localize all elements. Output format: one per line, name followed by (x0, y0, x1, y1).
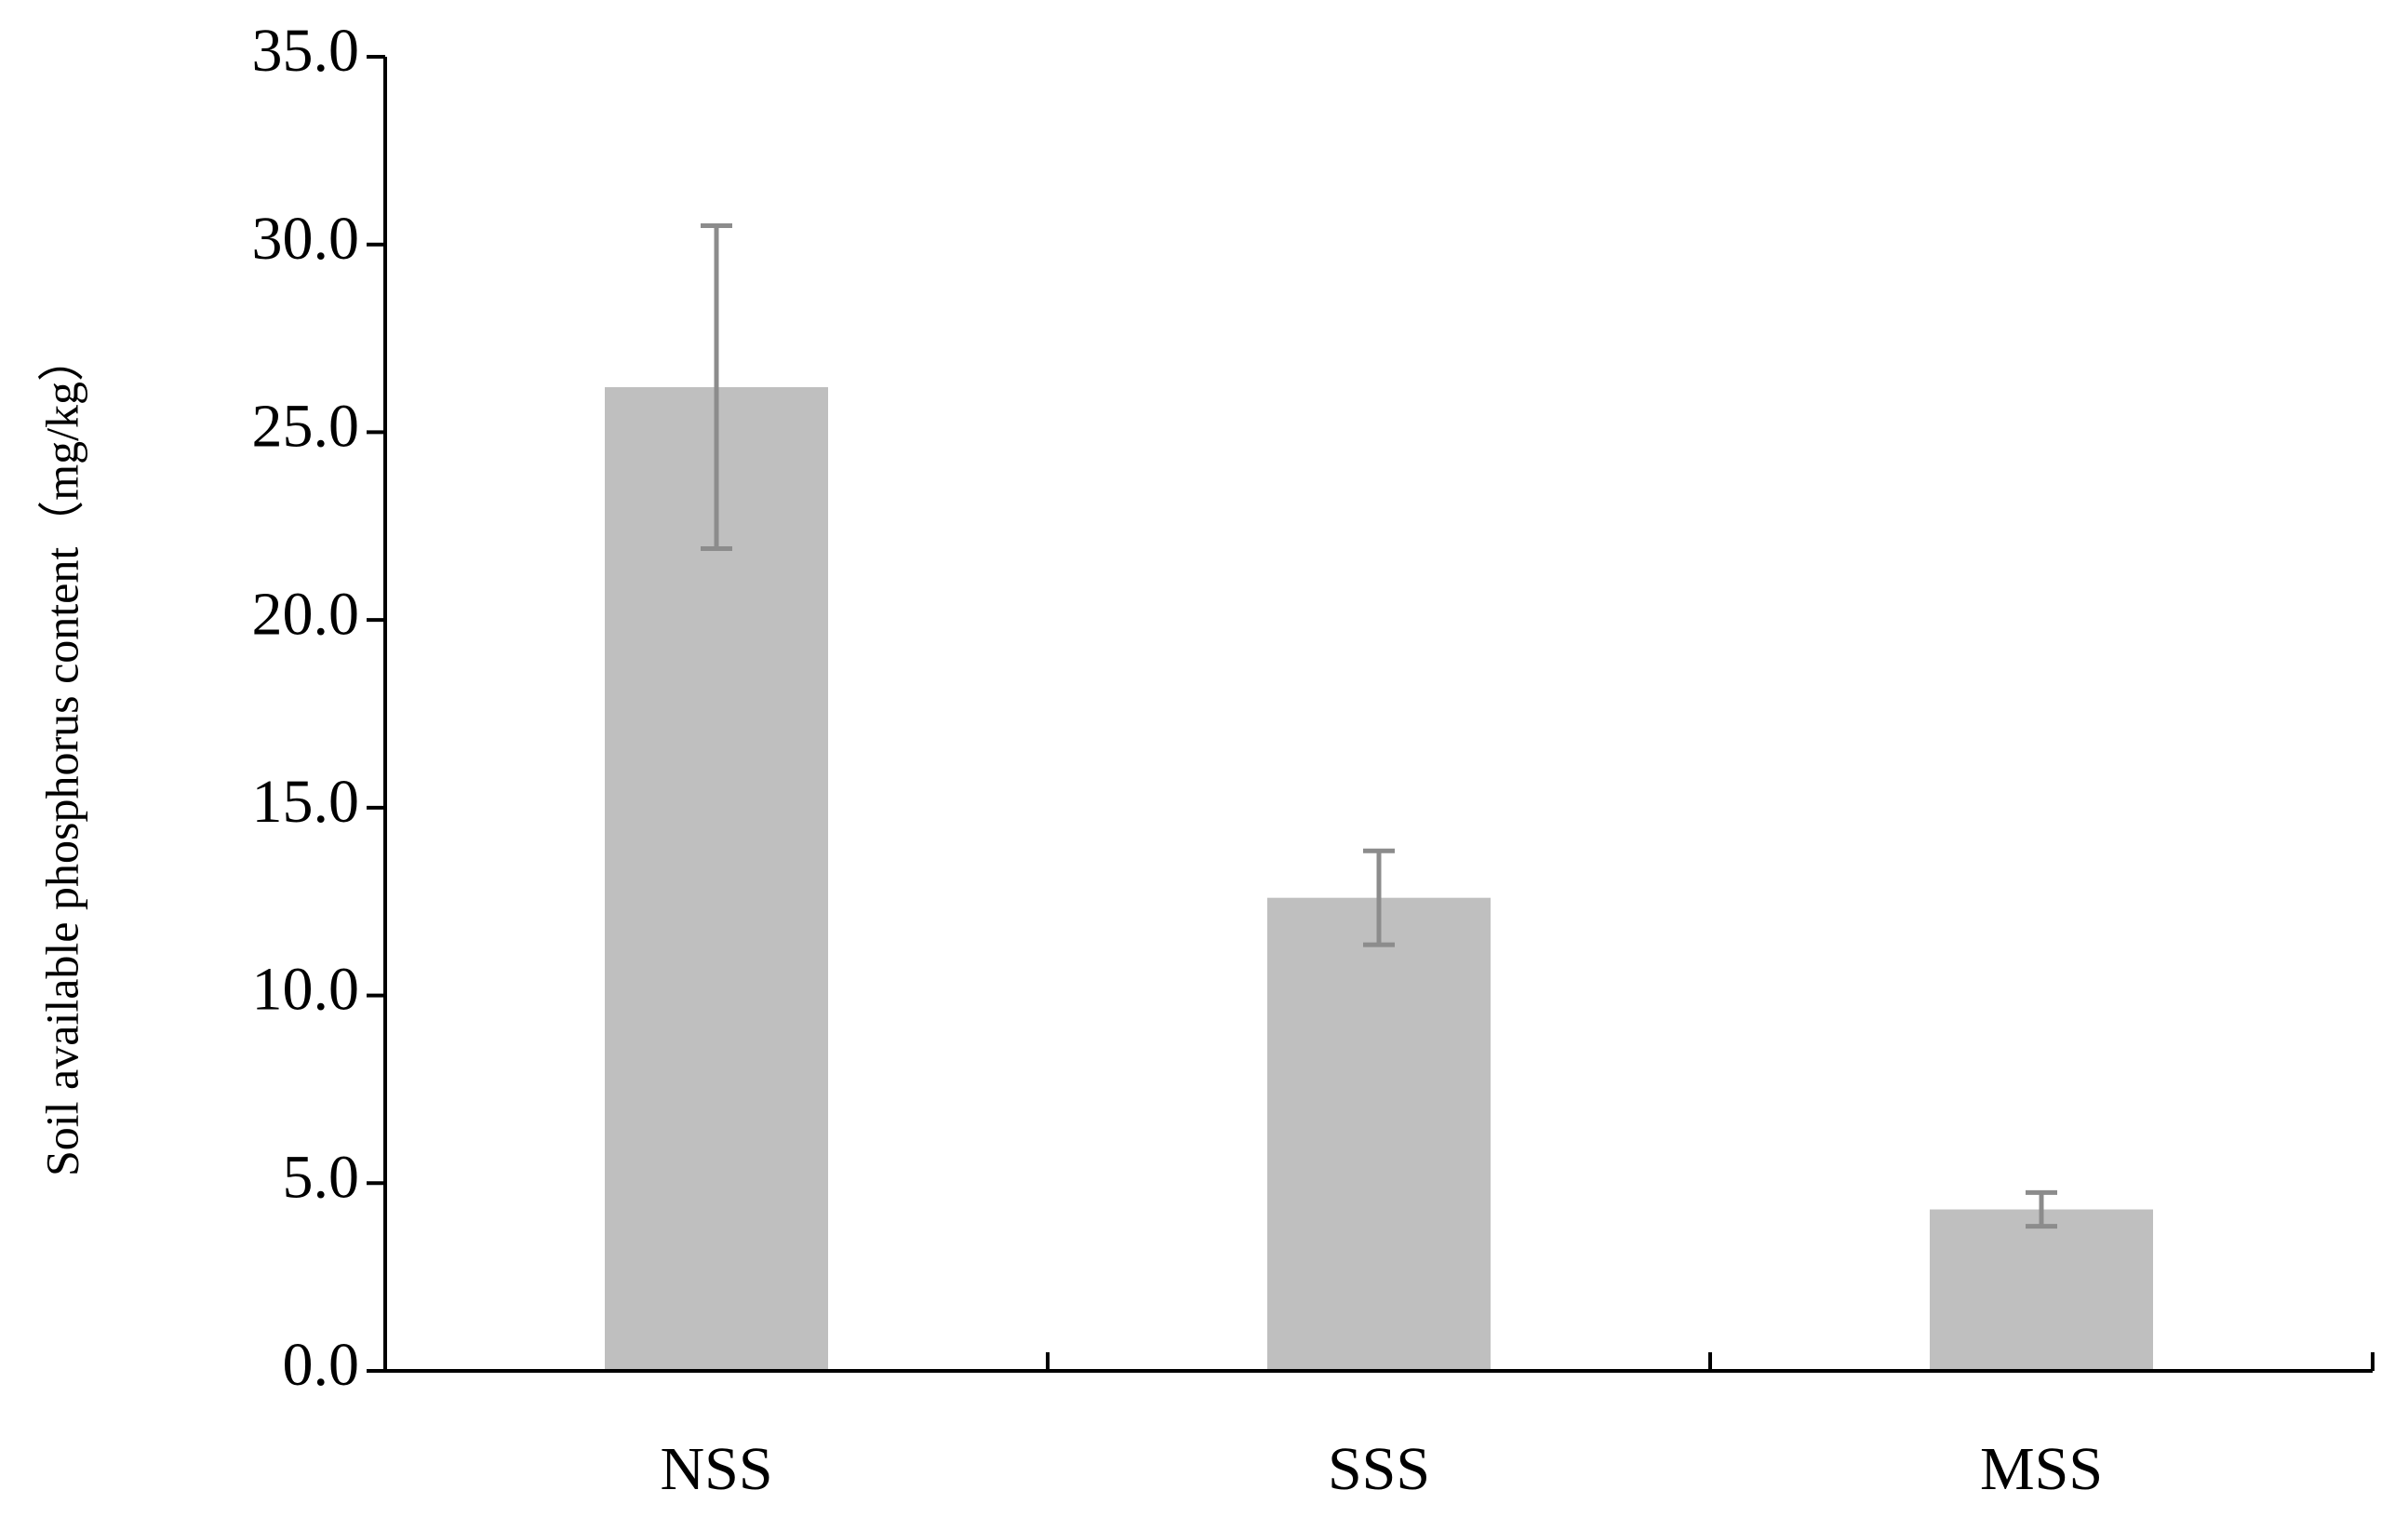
bar (605, 387, 828, 1372)
y-tick-label: 5.0 (283, 1143, 360, 1211)
x-tick-label: NSS (660, 1435, 772, 1503)
x-tick-label: SSS (1328, 1435, 1430, 1503)
bar (1267, 897, 1491, 1371)
y-tick-label: 10.0 (252, 956, 360, 1024)
y-tick-label: 0.0 (283, 1331, 360, 1399)
y-tick-label: 35.0 (252, 17, 360, 85)
y-tick-label: 30.0 (252, 205, 360, 273)
bar (1930, 1209, 2153, 1371)
y-tick-label: 15.0 (252, 768, 360, 836)
y-tick-label: 20.0 (252, 580, 360, 648)
y-axis-label: Soil available phosphorus content（mg/kg） (35, 335, 87, 1176)
y-tick-label: 25.0 (252, 393, 360, 461)
x-tick-label: MSS (1980, 1435, 2103, 1503)
